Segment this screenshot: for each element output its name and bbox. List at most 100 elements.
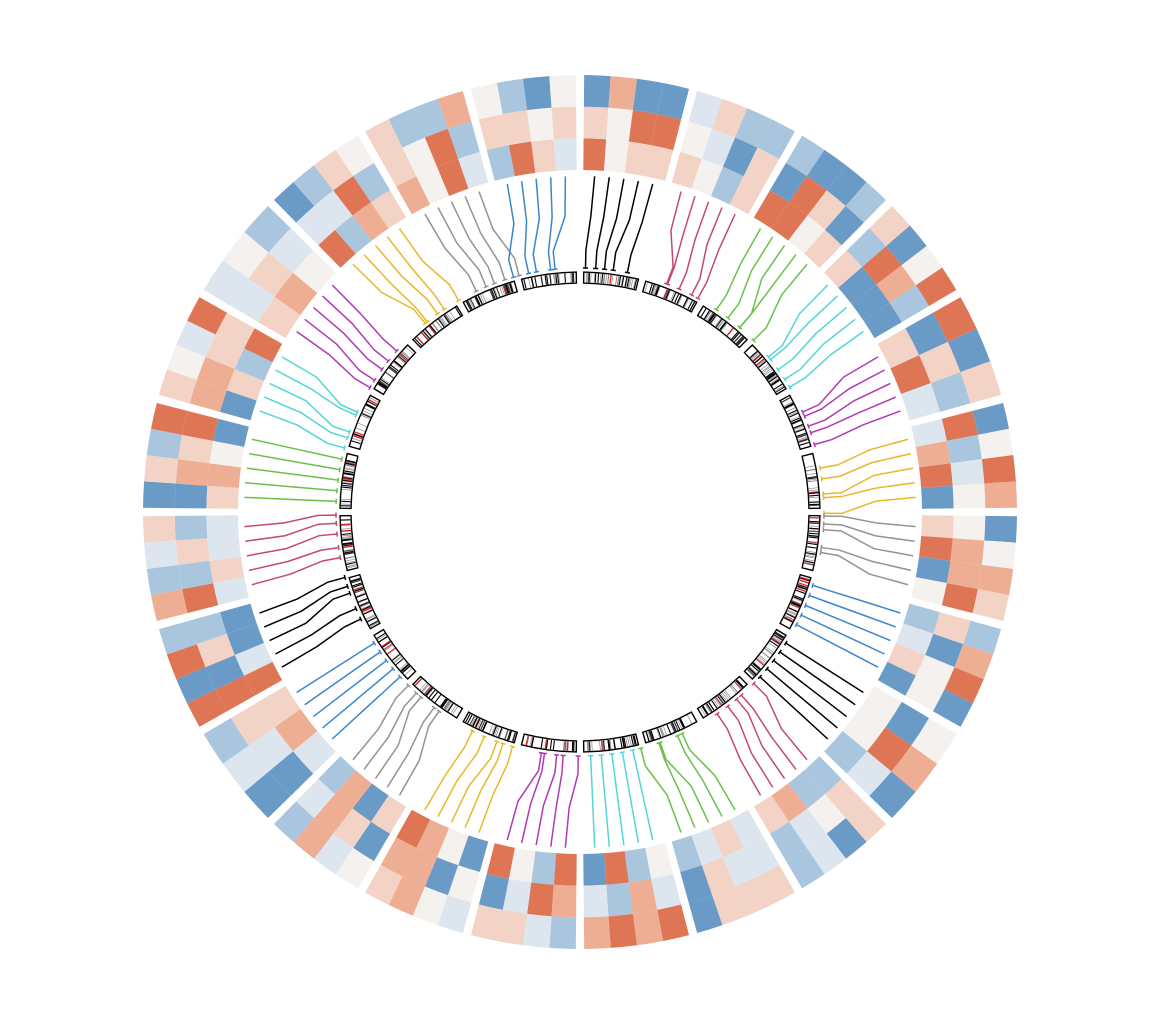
chromosome-band [402,665,411,674]
heatmap-cell [478,873,509,910]
chromosome-band [772,637,781,644]
label-group [296,284,399,391]
chromosome-band [784,615,794,621]
heatmap-cell [863,302,902,339]
chromosome-outline [520,271,578,291]
chromosome-band [804,561,814,565]
chromosome-band [341,524,351,526]
chromosome-band [656,286,661,296]
chromosome-band [367,617,377,623]
heatmap-cell [248,252,293,297]
chromosome-band [771,637,781,645]
heatmap-cell [314,794,353,834]
label-link [437,736,485,817]
chromosome-band [404,668,413,676]
chromosome-band [479,720,484,730]
heatmap-cell [786,135,825,177]
chromosome-band [363,609,373,615]
heatmap-cell [826,165,867,206]
chromosome-band [774,632,784,639]
chromosome-band [684,298,689,308]
heatmap-cell [723,137,758,177]
chromosome-band [625,277,629,287]
chromosome-band [797,434,807,439]
heatmap-cell [334,215,372,254]
heatmap-cell [583,853,607,886]
label-link [594,177,611,269]
heatmap-cell [624,847,652,883]
label-link [658,742,696,829]
label-link [809,594,896,628]
chromosome-band [679,718,685,728]
chromosome [582,733,640,753]
heatmap-cell [701,128,736,167]
chromosome-band [361,605,371,611]
heatmap-cell [293,165,334,206]
chromosome-band [783,401,793,407]
chromosome-band [369,397,379,403]
heatmap-cell [293,818,334,859]
heatmap-cell [458,835,489,872]
label-link [478,746,514,833]
label-tick [414,690,419,696]
label-tick [674,733,681,738]
heatmap-cell [365,119,403,160]
chromosome-band [785,612,795,619]
chromosome-band [786,612,796,617]
chromosome-band [546,275,549,285]
heatmap-cell [845,801,887,842]
chromosome-band [731,331,739,340]
label-link [759,676,829,740]
chromosome-band [362,412,372,417]
heatmap-cell [553,853,577,886]
label-tick [340,456,344,462]
chromosome-band [398,355,407,363]
label-tick [481,734,487,739]
chromosome-band [390,364,399,372]
chromosome-band [552,740,555,750]
chromosome-band [808,536,818,539]
chromosome-band [343,472,354,475]
label-link [322,295,389,362]
label-group [766,284,864,390]
heatmap-sector [877,603,1001,727]
label-link [767,284,829,358]
chromosome-band [799,441,810,446]
chromosome-band [791,601,801,606]
chromosome-band [626,277,630,288]
chromosome-band [758,656,767,663]
chromosome-band [376,632,386,639]
heatmap-cell [187,297,228,335]
heatmap-sector [824,685,957,819]
chromosome-band [790,603,800,608]
heatmap-cell [651,873,682,910]
heatmap-cell [486,145,515,181]
label-group [352,683,442,796]
heatmap-cell [470,82,503,120]
chromosome-band [421,684,429,692]
chromosome-band [783,617,793,623]
heatmap-cell [553,138,577,171]
chromosome-band [798,582,808,587]
chromosome-band [506,283,511,294]
chromosome-band [545,739,549,749]
chromosome-band [650,730,655,740]
heatmap-cell [486,843,515,879]
chromosome-band [648,731,652,741]
chromosome-band [475,296,481,306]
chromosome-band [762,651,770,659]
chromosome-band [378,382,387,389]
heatmap-cell [984,515,1017,543]
label-link [520,753,546,844]
heatmap-cell [207,463,241,488]
label-link [766,668,838,729]
heatmap-cell [788,215,826,254]
label-tick [372,377,377,383]
chromosome-band [612,739,616,749]
chromosome-band [443,701,450,710]
label-link [374,244,439,315]
chromosome-band [344,468,355,471]
chromosome-band [705,311,712,320]
heatmap-cell [159,369,197,404]
label-link [770,295,838,361]
